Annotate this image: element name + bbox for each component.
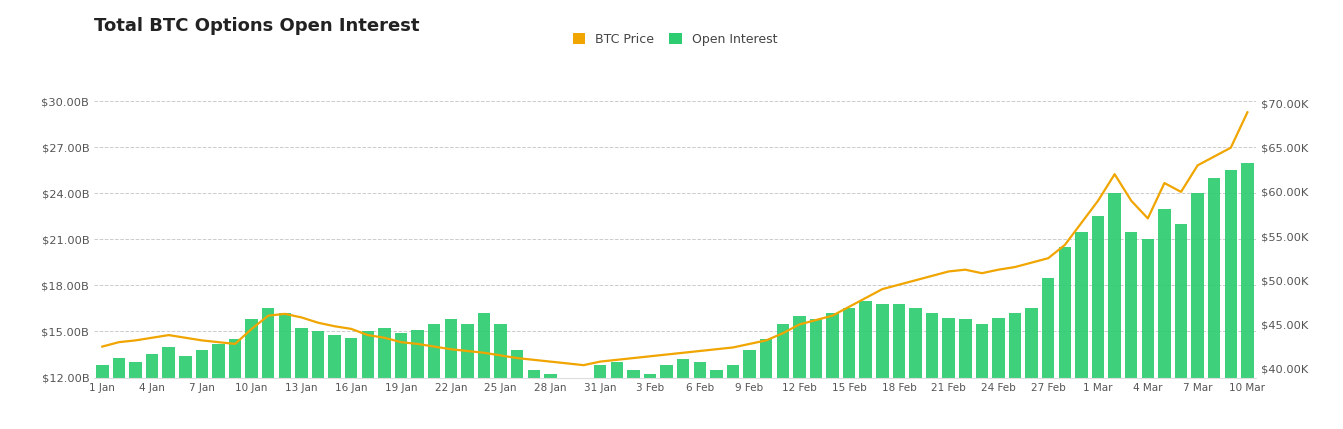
Bar	[262, 308, 274, 429]
Bar	[1207, 178, 1221, 429]
Bar	[925, 313, 939, 429]
Bar	[379, 328, 391, 429]
Bar	[494, 324, 506, 429]
Bar	[561, 378, 573, 429]
Bar	[461, 324, 474, 429]
Bar	[627, 370, 639, 429]
Bar	[710, 370, 723, 429]
Bar	[943, 317, 955, 429]
Bar	[1026, 308, 1038, 429]
Bar	[1241, 163, 1253, 429]
Bar	[361, 332, 375, 429]
Bar	[1092, 216, 1104, 429]
Bar	[179, 356, 192, 429]
Bar	[826, 313, 839, 429]
Bar	[395, 333, 407, 429]
Bar	[445, 319, 457, 429]
Bar	[146, 354, 158, 429]
Legend: BTC Price, Open Interest: BTC Price, Open Interest	[568, 28, 782, 51]
Bar	[1009, 313, 1021, 429]
Bar	[1108, 193, 1121, 429]
Bar	[228, 339, 242, 429]
Bar	[196, 350, 208, 429]
Bar	[278, 313, 291, 429]
Bar	[97, 365, 109, 429]
Bar	[1158, 208, 1171, 429]
Bar	[743, 350, 756, 429]
Bar	[478, 313, 490, 429]
Bar	[1225, 170, 1237, 429]
Bar	[893, 304, 905, 429]
Bar	[776, 324, 788, 429]
Bar	[1191, 193, 1203, 429]
Bar	[345, 338, 357, 429]
Bar	[975, 324, 988, 429]
Bar	[1076, 232, 1088, 429]
Bar	[528, 370, 540, 429]
Bar	[760, 339, 772, 429]
Bar	[246, 319, 258, 429]
Bar	[113, 357, 125, 429]
Bar	[295, 328, 308, 429]
Bar	[129, 362, 142, 429]
Bar	[594, 365, 607, 429]
Bar	[611, 362, 623, 429]
Bar	[909, 308, 921, 429]
Bar	[1058, 247, 1072, 429]
Bar	[212, 344, 224, 429]
Bar	[959, 319, 971, 429]
Bar	[843, 308, 855, 429]
Bar	[693, 362, 706, 429]
Bar	[727, 365, 739, 429]
Bar	[428, 324, 441, 429]
Bar	[329, 335, 341, 429]
Bar	[510, 350, 524, 429]
Bar	[810, 319, 822, 429]
Bar	[1042, 278, 1054, 429]
Bar	[411, 330, 424, 429]
Bar	[544, 375, 556, 429]
Bar	[643, 375, 657, 429]
Text: Total BTC Options Open Interest: Total BTC Options Open Interest	[94, 17, 419, 35]
Bar	[794, 316, 806, 429]
Bar	[876, 304, 889, 429]
Bar	[577, 379, 590, 429]
Bar	[1175, 224, 1187, 429]
Bar	[860, 301, 872, 429]
Bar	[992, 317, 1005, 429]
Bar	[661, 365, 673, 429]
Bar	[312, 332, 324, 429]
Bar	[1125, 232, 1138, 429]
Bar	[677, 359, 689, 429]
Bar	[163, 347, 175, 429]
Bar	[1142, 239, 1154, 429]
